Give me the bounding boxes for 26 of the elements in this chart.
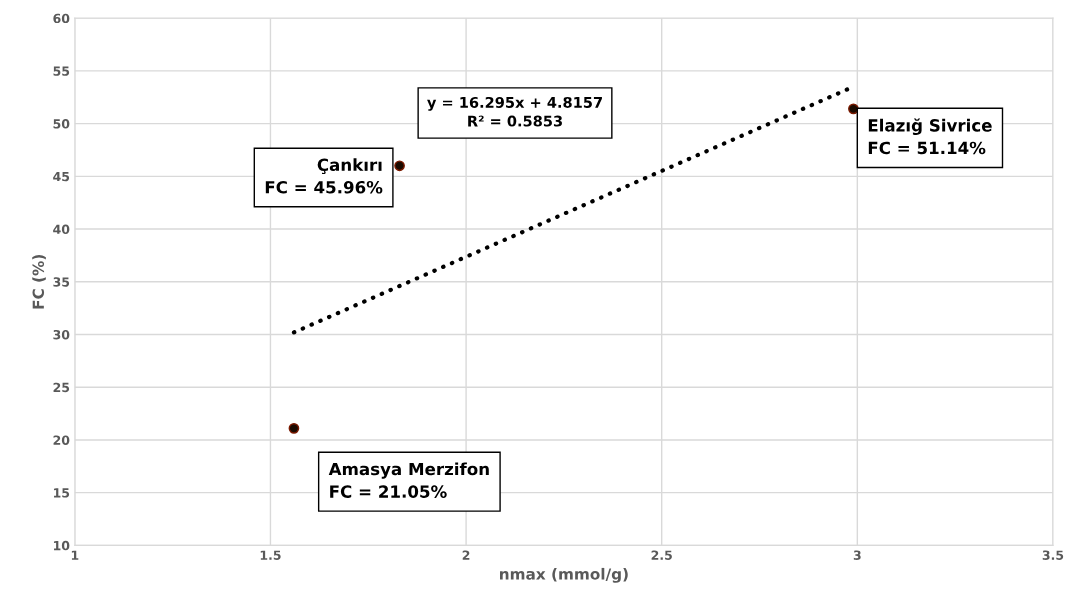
x-tick-label: 3.5: [1042, 550, 1064, 560]
x-tick-label: 2: [462, 550, 470, 560]
y-tick-label: 45: [53, 171, 70, 182]
x-axis-title: nmax (mmol/g): [500, 567, 628, 583]
y-tick-label: 60: [53, 13, 70, 24]
annotation: Elazığ Sivrice FC = 51.14%: [868, 118, 992, 155]
x-tick-label: 2.5: [651, 550, 672, 560]
point: [394, 160, 405, 172]
annotation: y = 16.295x + 4.8157 R² = 0.5853: [427, 96, 602, 127]
y-axis-title: FC (%): [32, 254, 46, 309]
y-tick-label: 25: [53, 382, 70, 393]
y-tick-label: 15: [53, 488, 70, 498]
x-tick-label: 1.5: [260, 550, 281, 560]
y-tick-label: 55: [53, 66, 70, 76]
y-tick-label: 40: [53, 224, 70, 234]
point: [288, 423, 300, 434]
x-tick-label: 1: [71, 550, 79, 560]
y-tick-label: 30: [53, 329, 70, 340]
y-tick-label: 20: [53, 435, 70, 445]
point: [848, 103, 859, 115]
annotation: Amasya Merzifon FC = 21.05%: [328, 462, 489, 498]
annotation: Çankırı FC = 45.96%: [265, 158, 383, 194]
x-tick-label: 3: [853, 550, 861, 560]
y-tick-label: 35: [53, 277, 70, 287]
y-tick-label: 50: [53, 119, 70, 129]
y-tick-label: 10: [53, 540, 70, 551]
